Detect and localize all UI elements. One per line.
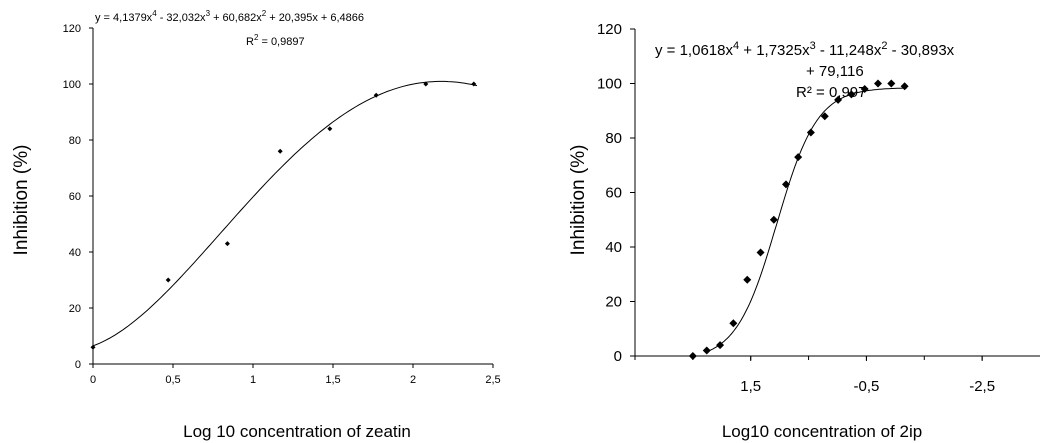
2ip-y-tick-label: 0 [614, 348, 622, 365]
zeatin-chart: 0 20 40 60 80 100 120 0 0,5 1 1,5 2 2,5 y = 4,1379x… [11, 9, 501, 441]
zeatin-x-tick-label: 2,5 [485, 374, 500, 386]
zeatin-data-point [277, 148, 283, 154]
2ip-data-point [794, 153, 803, 162]
2ip-data-point [688, 352, 697, 360]
zeatin-r-squared: R2 = 0,9897 [246, 33, 305, 48]
2ip-x-tick-label: -2,5 [969, 378, 995, 395]
zeatin-y-tick-label: 0 [75, 359, 81, 371]
2ip-y-tick-label: 40 [605, 239, 622, 256]
2ip-data-point [820, 112, 829, 121]
zeatin-x-tick-label: 2 [410, 374, 416, 386]
zeatin-x-tick-label: 0,5 [165, 374, 180, 386]
2ip-data-point [756, 248, 765, 257]
zeatin-x-axis-label: Log 10 concentration of zeatin [183, 422, 411, 441]
2ip-data-point [887, 79, 896, 88]
2ip-x-tick-label: 1,5 [740, 378, 761, 395]
zeatin-x-tick-label: 1,5 [325, 374, 340, 386]
2ip-y-axis-label: Inhibition (%) [568, 145, 589, 256]
2ip-x-axis-label: Log10 concentration of 2ip [722, 422, 922, 441]
zeatin-data-point [327, 126, 333, 132]
2ip-y-tick-label: 100 [597, 76, 622, 93]
2ip-data-point [769, 215, 778, 224]
2ip-data-point [847, 90, 856, 99]
zeatin-data-point [90, 344, 96, 350]
2ip-chart: 0 20 40 60 80 100 120 1,5 -0,5 -2,5 y = 1,0618x4… [568, 21, 1040, 441]
2ip-data-point [743, 275, 752, 284]
2ip-y-tick-label: 120 [597, 21, 622, 38]
zeatin-y-tick-label: 60 [69, 191, 81, 203]
2ip-data-point [729, 319, 738, 328]
zeatin-data-point [224, 241, 230, 247]
2ip-data-point [860, 84, 869, 93]
2ip-trendline [709, 87, 907, 351]
zeatin-x-tick-label: 1 [250, 374, 256, 386]
zeatin-x-tick-label: 0 [90, 374, 96, 386]
2ip-y-tick-label: 80 [605, 130, 622, 147]
2ip-r-squared: R² = 0,997 [796, 84, 866, 101]
zeatin-data-point [373, 92, 379, 98]
2ip-data-point [782, 180, 791, 189]
2ip-data-point [874, 79, 882, 88]
zeatin-data-point [165, 277, 171, 283]
zeatin-trendline [92, 80, 478, 347]
zeatin-y-tick-label: 80 [69, 135, 81, 147]
zeatin-data-point [471, 81, 477, 87]
zeatin-y-tick-label: 100 [63, 79, 81, 91]
2ip-data-point [716, 341, 725, 350]
2ip-equation-line-2: + 79,116 [806, 63, 864, 80]
2ip-data-point [834, 95, 843, 104]
zeatin-y-axis-label: Inhibition (%) [11, 145, 32, 256]
zeatin-equation: y = 4,1379x4 - 32,032x3 + 60,682x2 + 20,… [95, 9, 364, 24]
2ip-data-point [702, 346, 711, 355]
zeatin-y-tick-label: 120 [63, 23, 81, 35]
2ip-y-tick-label: 60 [605, 185, 622, 202]
zeatin-y-tick-label: 20 [69, 303, 81, 315]
zeatin-y-tick-label: 40 [69, 247, 81, 259]
2ip-y-tick-label: 20 [605, 294, 622, 311]
2ip-equation-line-1: y = 1,0618x4 + 1,7325x3 - 11,248x2 - 30,… [655, 40, 955, 59]
2ip-data-point [900, 82, 909, 91]
zeatin-data-point [423, 81, 429, 87]
2ip-data-point [806, 128, 815, 137]
2ip-x-tick-label: -0,5 [853, 378, 879, 395]
